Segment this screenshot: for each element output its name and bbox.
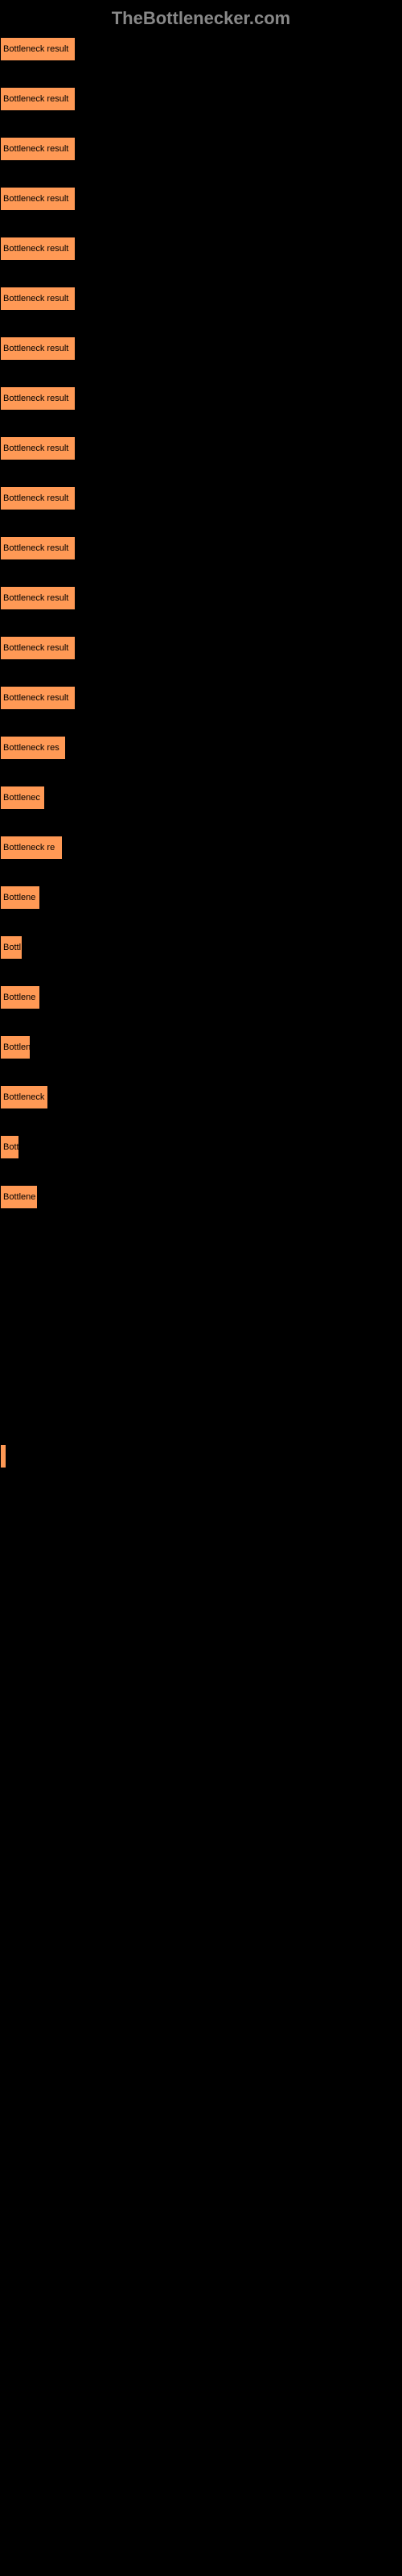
bar-label: Bottleneck result [3, 693, 68, 703]
bar-label: Bottleneck res [3, 743, 59, 753]
bar-row: Bottlene [0, 886, 402, 910]
bar-label: Bottlene [3, 993, 35, 1002]
chart-bar: Bottleneck result [0, 37, 76, 61]
bar-label: Bottlen [3, 1042, 31, 1052]
bar-label: Bottleneck result [3, 294, 68, 303]
bar-row: Bottlen [0, 1035, 402, 1059]
bar-label: Bottleneck result [3, 643, 68, 653]
bar-row: Bottleneck result [0, 386, 402, 411]
header: TheBottlenecker.com [0, 0, 402, 33]
bar-label: Bottlene [3, 893, 35, 902]
chart-container: Bottleneck result Bottleneck result Bottle… [0, 33, 402, 1498]
bar-label: Bottleneck result [3, 444, 68, 453]
bar-row: Bottleneck result [0, 187, 402, 211]
bar-label: Bottlenec [3, 793, 40, 803]
chart-bar: Bott [0, 1135, 19, 1159]
chart-bar: Bottleneck re [0, 836, 63, 860]
chart-bar: Bottleneck result [0, 336, 76, 361]
spacer [0, 1235, 402, 1444]
bar-label: Bottleneck result [3, 144, 68, 154]
bar-row: Bottleneck result [0, 636, 402, 660]
bar-row: Bottlene [0, 985, 402, 1009]
chart-bar: Bottleneck res [0, 736, 66, 760]
bar-label: Bottleneck result [3, 394, 68, 403]
site-title: TheBottlenecker.com [112, 8, 291, 28]
chart-bar: Bottleneck result [0, 237, 76, 261]
chart-bar: Bottleneck result [0, 436, 76, 460]
bar-row: Bottleneck result [0, 87, 402, 111]
bar-row: Bottleneck result [0, 686, 402, 710]
bar-row: Bottleneck result [0, 336, 402, 361]
chart-bar: Bottlene [0, 1185, 38, 1209]
bar-row: Bottlene [0, 1185, 402, 1209]
bar-label: Bottleneck result [3, 593, 68, 603]
bar-row: Bottleneck [0, 1085, 402, 1109]
bar-label: Bott [3, 1142, 19, 1152]
bar-row: Bott [0, 1135, 402, 1159]
chart-bar: Bottleneck result [0, 536, 76, 560]
bar-row: Bottl [0, 935, 402, 960]
chart-bar: Bottleneck result [0, 386, 76, 411]
bar-row [0, 1444, 402, 1468]
chart-bar: Bottleneck result [0, 187, 76, 211]
chart-bar: Bottleneck result [0, 586, 76, 610]
bar-row: Bottleneck result [0, 486, 402, 510]
bar-row: Bottleneck re [0, 836, 402, 860]
bar-label: Bottleneck result [3, 344, 68, 353]
bar-label: Bottleneck re [3, 843, 55, 852]
chart-bar: Bottlen [0, 1035, 31, 1059]
bar-row: Bottleneck result [0, 536, 402, 560]
chart-bar: Bottleneck result [0, 287, 76, 311]
bar-row: Bottlenec [0, 786, 402, 810]
bar-label: Bottleneck result [3, 543, 68, 553]
chart-bar: Bottl [0, 935, 23, 960]
bar-row: Bottleneck result [0, 287, 402, 311]
bar-row: Bottleneck result [0, 586, 402, 610]
chart-bar: Bottlene [0, 886, 40, 910]
bar-label: Bottleneck result [3, 194, 68, 204]
bar-row: Bottleneck result [0, 436, 402, 460]
bar-label: Bottleneck [3, 1092, 44, 1102]
chart-bar: Bottleneck result [0, 137, 76, 161]
chart-bar: Bottleneck result [0, 87, 76, 111]
bar-label: Bottleneck result [3, 493, 68, 503]
chart-bar: Bottleneck result [0, 686, 76, 710]
chart-bar: Bottlene [0, 985, 40, 1009]
bar-row: Bottleneck result [0, 137, 402, 161]
bar-row: Bottleneck result [0, 37, 402, 61]
chart-bar: Bottleneck [0, 1085, 48, 1109]
chart-bar: Bottlenec [0, 786, 45, 810]
bar-label: Bottleneck result [3, 244, 68, 254]
chart-bar-small [0, 1444, 6, 1468]
bar-row: Bottleneck result [0, 237, 402, 261]
chart-bar: Bottleneck result [0, 486, 76, 510]
chart-bar: Bottleneck result [0, 636, 76, 660]
bar-label: Bottlene [3, 1192, 35, 1202]
bar-label: Bottl [3, 943, 21, 952]
bar-label: Bottleneck result [3, 44, 68, 54]
bar-label: Bottleneck result [3, 94, 68, 104]
bar-row: Bottleneck res [0, 736, 402, 760]
